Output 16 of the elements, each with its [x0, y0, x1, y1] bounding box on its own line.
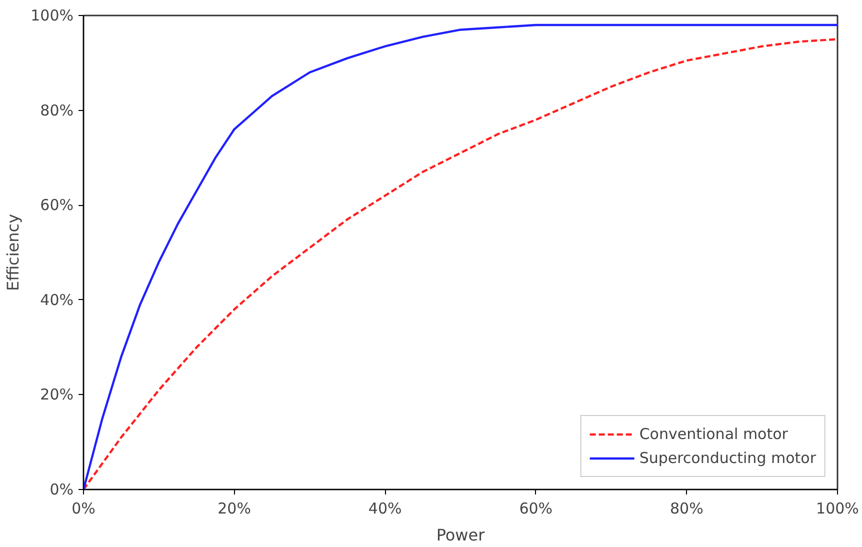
x-tick-label: 80%	[670, 500, 704, 518]
x-axis-title: Power	[436, 526, 486, 544]
legend-label: Conventional motor	[639, 425, 788, 443]
y-tick-label: 20%	[40, 386, 74, 404]
y-tick-label: 100%	[30, 6, 74, 24]
x-tick-label: 0%	[72, 500, 96, 518]
y-tick-label: 0%	[50, 480, 74, 498]
y-axis-title: Efficiency	[4, 214, 23, 292]
x-tick-label: 40%	[368, 500, 402, 518]
x-tick-label: 60%	[519, 500, 553, 518]
legend-label: Superconducting motor	[639, 449, 816, 467]
x-tick-label: 20%	[218, 500, 251, 518]
x-tick-label: 100%	[816, 500, 859, 518]
y-tick-label: 40%	[40, 290, 74, 309]
y-tick-label: 80%	[40, 101, 74, 120]
y-tick-label: 60%	[40, 196, 74, 214]
